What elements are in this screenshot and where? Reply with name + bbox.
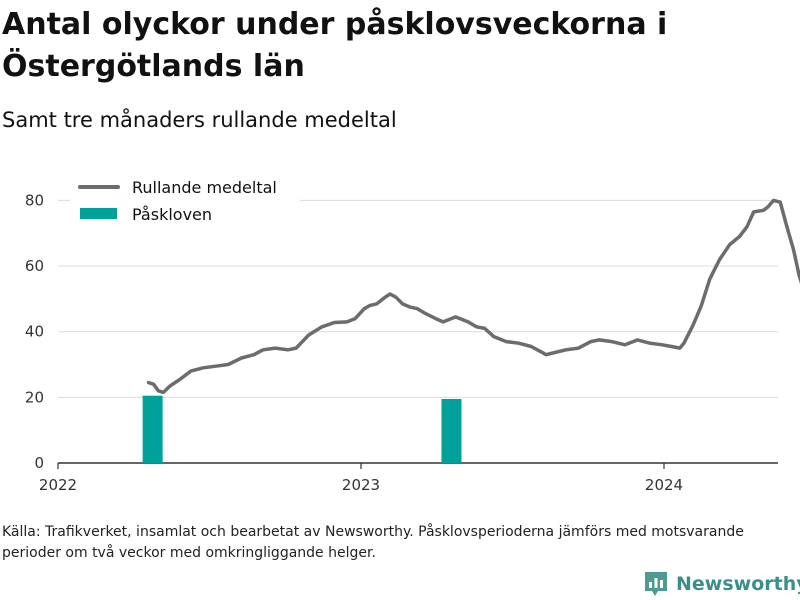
y-tick-label: 20 [25,388,44,406]
chart-subtitle: Samt tre månaders rullande medeltal [2,108,397,132]
legend-label-bars: Påskloven [132,205,212,224]
y-tick-label: 80 [25,191,44,209]
bar-paskloven [142,395,163,463]
newsworthy-logo-icon [645,572,667,596]
source-note: Källa: Trafikverket, insamlat och bearbe… [2,524,744,561]
legend-label-line: Rullande medeltal [132,178,277,197]
x-tick-label: 2024 [645,476,683,494]
chart-title: Antal olyckor under påsklovsveckorna i Ö… [2,7,668,84]
brand-logo[interactable]: Newsworthy [644,568,800,600]
legend-background [70,173,300,229]
line-rullande-medeltal [146,198,800,395]
y-tick-label: 40 [25,323,44,341]
chart: 0 20 40 60 80 2022 2023 2024 Rullande medeltal På… [24,173,800,494]
y-tick-label: 60 [25,257,44,275]
x-tick-label: 2023 [342,476,380,494]
y-tick-label: 0 [34,454,44,472]
bar-paskloven [441,398,462,463]
x-tick-label: 2022 [39,476,77,494]
legend-bar-swatch [80,208,117,219]
brand-name: Newsworthy [676,573,800,595]
